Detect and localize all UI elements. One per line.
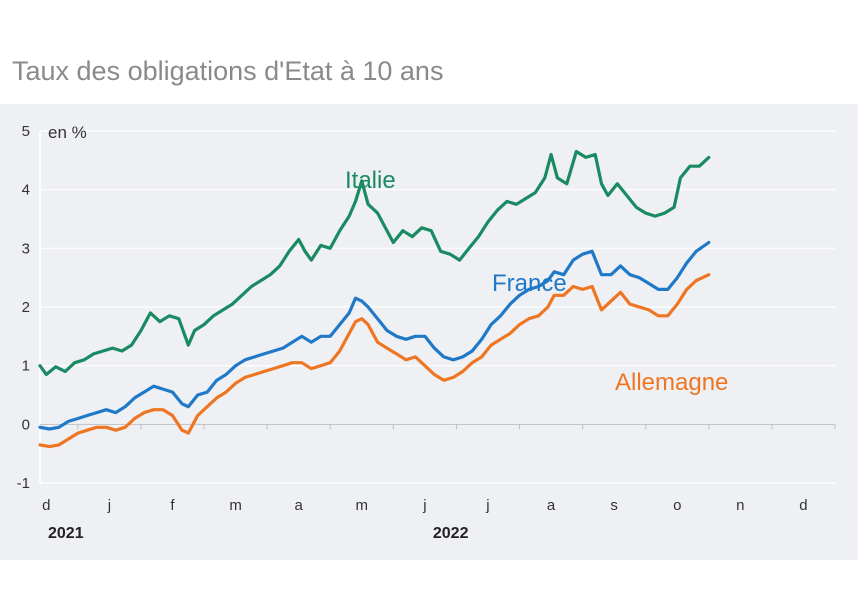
y-unit-label: en %	[48, 123, 87, 142]
x-year-label: 2022	[433, 525, 469, 542]
x-month-label: o	[673, 497, 681, 514]
series-line-france	[38, 240, 711, 431]
chart-title: Taux des obligations d'Etat à 10 ans	[12, 56, 444, 86]
y-tick-label: 3	[22, 240, 30, 257]
series-line-italie	[38, 149, 711, 377]
x-month-label: f	[170, 497, 175, 514]
x-month-label: j	[422, 497, 426, 514]
x-axis: d j f m a m j j a s o n d 2021 2022	[40, 423, 836, 542]
x-month-label: n	[736, 497, 744, 514]
y-tick-label: 5	[22, 123, 30, 140]
x-month-label: d	[42, 497, 50, 514]
x-month-label: j	[485, 497, 489, 514]
series-label-allemagne: Allemagne	[615, 369, 728, 396]
series-line-allemagne	[38, 273, 711, 449]
x-month-label: s	[610, 497, 618, 514]
x-month-label: m	[356, 497, 369, 514]
series-lines	[38, 149, 711, 449]
series-label-italie: Italie	[345, 167, 396, 194]
series-label-france: France	[492, 270, 567, 297]
y-tick-label: 2	[22, 299, 30, 316]
y-tick-label: -1	[17, 475, 30, 492]
x-month-label: d	[799, 497, 807, 514]
x-month-label: a	[547, 497, 556, 514]
y-tick-label: 1	[22, 358, 30, 375]
x-month-label: m	[229, 497, 242, 514]
x-month-label: j	[107, 497, 111, 514]
x-month-label: a	[295, 497, 304, 514]
y-tick-label: 0	[22, 416, 30, 433]
plot-background	[0, 104, 858, 560]
y-tick-label: 4	[22, 182, 30, 199]
x-year-label: 2021	[48, 525, 84, 542]
